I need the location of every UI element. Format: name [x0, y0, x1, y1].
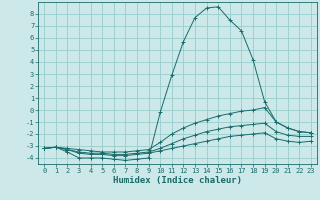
X-axis label: Humidex (Indice chaleur): Humidex (Indice chaleur)	[113, 176, 242, 185]
